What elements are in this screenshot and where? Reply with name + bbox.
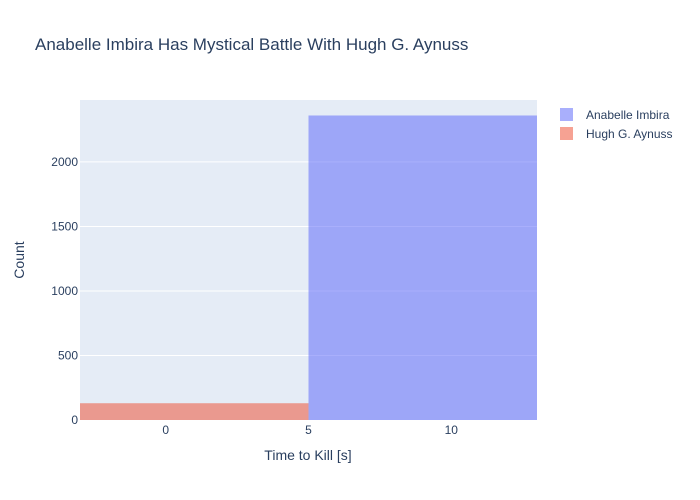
x-tick-label: 0 bbox=[162, 423, 169, 437]
legend-swatch bbox=[560, 127, 573, 140]
x-axis-title: Time to Kill [s] bbox=[264, 447, 351, 463]
bars bbox=[80, 115, 537, 420]
y-axis-ticks: 0 500 1000 1500 2000 bbox=[51, 155, 78, 427]
legend-item-0[interactable]: Anabelle Imbira bbox=[560, 108, 670, 122]
x-axis-ticks: 0 5 10 bbox=[162, 423, 458, 437]
legend-item-1[interactable]: Hugh G. Aynuss bbox=[560, 127, 673, 141]
legend-swatch bbox=[560, 108, 573, 121]
y-tick-label: 500 bbox=[58, 348, 78, 362]
x-tick-label: 5 bbox=[305, 423, 312, 437]
chart-title: Anabelle Imbira Has Mystical Battle With… bbox=[35, 35, 468, 54]
bar-series-1[interactable] bbox=[80, 403, 309, 420]
legend-label: Anabelle Imbira bbox=[586, 108, 670, 122]
x-tick-label: 10 bbox=[445, 423, 459, 437]
y-axis-title: Count bbox=[11, 241, 27, 278]
y-tick-label: 0 bbox=[71, 413, 78, 427]
y-tick-label: 1500 bbox=[51, 219, 78, 233]
legend-label: Hugh G. Aynuss bbox=[586, 127, 673, 141]
bar-series-0[interactable] bbox=[308, 115, 538, 420]
y-tick-label: 1000 bbox=[51, 284, 78, 298]
legend: Anabelle Imbira Hugh G. Aynuss bbox=[560, 108, 673, 141]
y-tick-label: 2000 bbox=[51, 155, 78, 169]
